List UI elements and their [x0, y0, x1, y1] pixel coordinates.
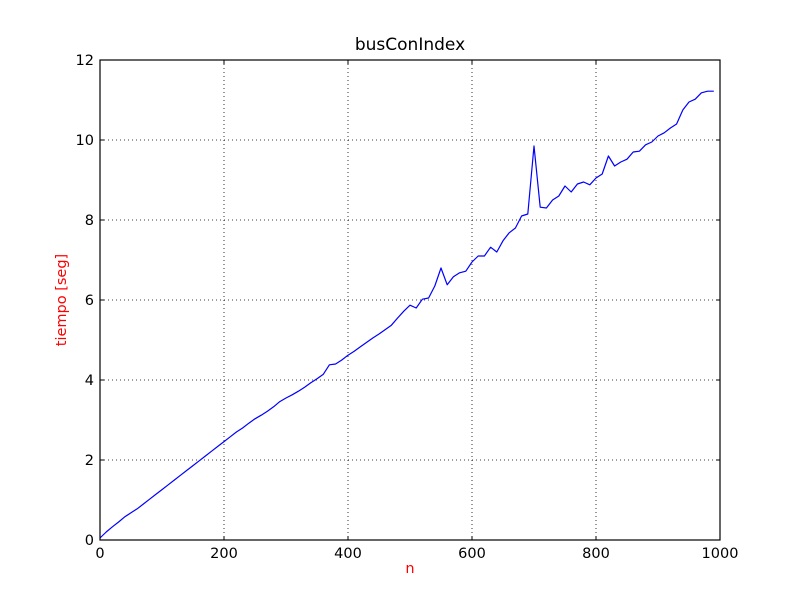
y-tick-label: 6: [85, 293, 94, 309]
y-tick-label: 10: [76, 133, 94, 149]
y-tick-label: 4: [85, 373, 94, 389]
tick-label-layer: 0 200 400 600 800 1000 0 2 4 6 8 10 12: [76, 53, 739, 562]
x-tick-label: 600: [458, 546, 486, 562]
y-axis-label: tiempo [seg]: [54, 254, 70, 346]
y-tick-label: 8: [85, 213, 94, 229]
series-layer: [99, 90, 714, 539]
series-line-0: [99, 90, 714, 539]
x-tick-label: 0: [95, 546, 104, 562]
x-tick-label: 1000: [702, 546, 739, 562]
x-tick-label: 400: [334, 546, 362, 562]
grid-layer: [100, 60, 720, 540]
y-tick-label: 12: [76, 53, 94, 69]
y-tick-label: 0: [85, 533, 94, 549]
chart-title: busConIndex: [355, 35, 465, 55]
x-tick-label: 200: [210, 546, 238, 562]
tick-layer: [99, 59, 721, 541]
x-axis-label: n: [405, 561, 414, 577]
y-tick-label: 2: [85, 453, 94, 469]
x-tick-label: 800: [582, 546, 610, 562]
